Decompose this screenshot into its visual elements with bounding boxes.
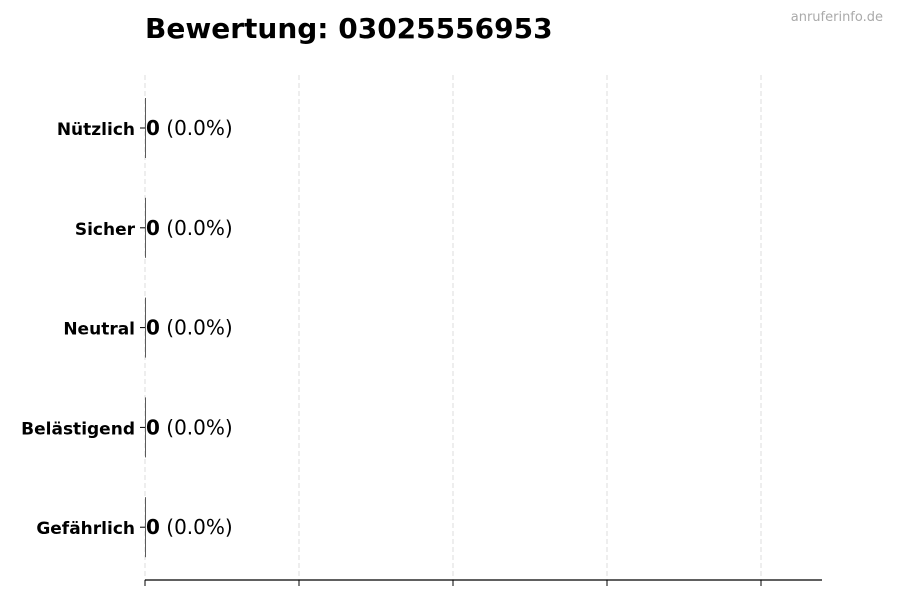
- data-label: 0 (0.0%): [146, 415, 233, 439]
- watermark: anruferinfo.de: [790, 10, 883, 25]
- y-tick-label: Belästigend: [21, 419, 135, 439]
- data-label-percent: (0.0%): [160, 415, 233, 439]
- data-label-count: 0: [146, 415, 160, 439]
- y-tick-label: Sicher: [75, 220, 136, 240]
- bar: [145, 197, 146, 258]
- data-label-percent: (0.0%): [160, 515, 233, 539]
- y-tick-label: Gefährlich: [36, 519, 135, 539]
- data-label-count: 0: [146, 316, 160, 340]
- data-label: 0 (0.0%): [146, 116, 233, 140]
- y-tick-label: Nützlich: [57, 120, 135, 140]
- data-label-count: 0: [146, 515, 160, 539]
- data-label: 0 (0.0%): [146, 316, 233, 340]
- y-tick-label: Neutral: [63, 320, 135, 340]
- data-label: 0 (0.0%): [146, 216, 233, 240]
- bar: [145, 397, 146, 458]
- data-label-percent: (0.0%): [160, 216, 233, 240]
- data-label-percent: (0.0%): [160, 116, 233, 140]
- data-label-count: 0: [146, 216, 160, 240]
- data-label-count: 0: [146, 116, 160, 140]
- bar: [145, 98, 146, 158]
- bar: [145, 497, 146, 558]
- data-label-percent: (0.0%): [160, 316, 233, 340]
- chart-title: Bewertung: 03025556953: [145, 12, 553, 45]
- bar: [145, 297, 146, 358]
- data-label: 0 (0.0%): [146, 515, 233, 539]
